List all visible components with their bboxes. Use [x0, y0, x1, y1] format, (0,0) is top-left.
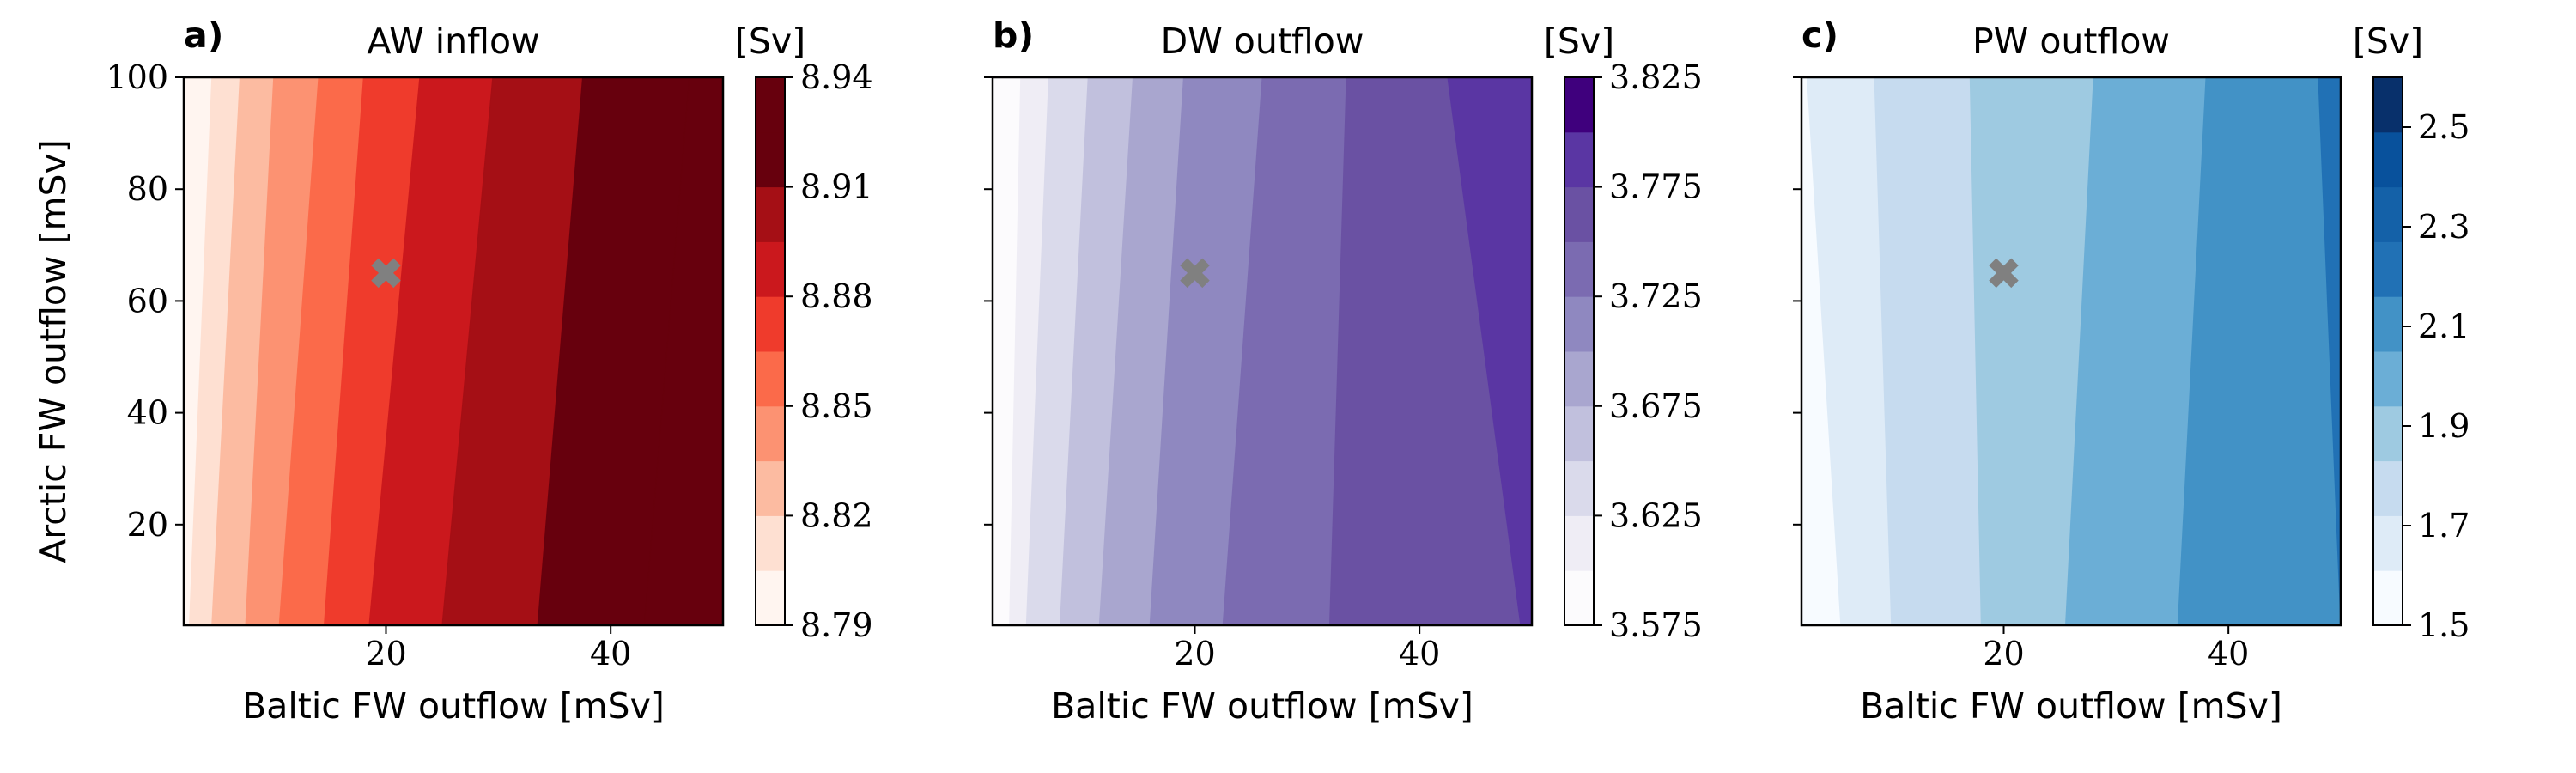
colorbar-segment	[1564, 296, 1594, 352]
colorbar-segment	[2373, 186, 2403, 242]
colorbar-segment	[2373, 131, 2403, 188]
colorbar-segment	[1564, 241, 1594, 297]
colorbar-segment	[2373, 515, 2403, 571]
panel-3: 20 40 Baltic FW outflow [mSv] PW outflow c) 1…	[1793, 15, 2470, 727]
colorbar-unit: [Sv]	[1544, 21, 1614, 62]
colorbar-segment	[756, 460, 785, 516]
colorbar-segment	[756, 296, 785, 352]
panel-2: 20 40 Baltic FW outflow [mSv] DW outflow b) 3…	[984, 15, 1703, 727]
colorbar-segment	[756, 241, 785, 297]
contour-bands	[183, 76, 724, 626]
colorbar-segment	[756, 351, 785, 407]
plot-frame	[1800, 76, 2342, 627]
x-tick-label: 40	[1399, 635, 1440, 673]
colorbar-tick-label: 2.1	[2418, 307, 2470, 345]
colorbar-segment	[1564, 131, 1594, 188]
colorbar-segment	[1564, 77, 1594, 133]
marker-stroke	[1180, 258, 1210, 289]
colorbar-segment	[2373, 460, 2403, 516]
y-tick-label: 20	[127, 506, 168, 544]
colorbar-segment	[756, 77, 785, 133]
colorbar-segment	[1564, 460, 1594, 516]
colorbar-frame	[755, 76, 786, 626]
panel-title: AW inflow	[367, 21, 539, 62]
panel-label: b)	[993, 15, 1034, 56]
panel-title: DW outflow	[1161, 21, 1364, 62]
y-tick-label: 60	[127, 282, 168, 320]
colorbar-tick-label: 3.575	[1609, 606, 1703, 644]
panel-label: c)	[1801, 15, 1838, 56]
x-axis-label: Baltic FW outflow [mSv]	[242, 685, 665, 727]
colorbar-tick-label: 2.3	[2418, 208, 2470, 246]
x-tick-label: 40	[590, 635, 631, 673]
colorbar-tick-label: 8.79	[800, 606, 873, 644]
colorbar-tick-label: 8.91	[800, 168, 873, 206]
contour-bands	[1801, 76, 2342, 626]
colorbar-tick-label: 1.5	[2418, 606, 2470, 644]
colorbar-segment	[2373, 405, 2403, 462]
colorbar-segment	[2373, 570, 2403, 626]
colorbar-segment	[2373, 351, 2403, 407]
colorbar-segment	[1564, 570, 1594, 626]
x-tick-label: 20	[365, 635, 406, 673]
colorbar-segment	[1564, 351, 1594, 407]
colorbar-segment	[2373, 241, 2403, 297]
marker-stroke	[371, 258, 401, 289]
plot-frame	[182, 76, 725, 627]
x-axis-label: Baltic FW outflow [mSv]	[1051, 685, 1473, 727]
x-tick-label: 40	[2208, 635, 2249, 673]
colorbar: 3.575 3.625 3.675 3.725 3.775 3.825[Sv]	[1544, 21, 1703, 644]
panel-1: 20 40 20 40 60 80 100 Baltic FW outflow [mSv] Ar…	[33, 15, 873, 727]
y-axis-label: Arctic FW outflow [mSv]	[33, 139, 74, 563]
colorbar-segment	[1564, 186, 1594, 242]
contour-band	[2177, 76, 2342, 626]
panel-title: PW outflow	[1972, 21, 2170, 62]
colorbar-tick-label: 8.85	[800, 387, 873, 425]
contour-bands	[992, 76, 1533, 626]
colorbar-tick-label: 1.9	[2418, 407, 2470, 445]
colorbar-segment	[756, 515, 785, 571]
colorbar-frame	[2372, 76, 2403, 626]
y-tick-label: 40	[127, 394, 168, 432]
colorbar-tick-label: 3.625	[1609, 496, 1703, 534]
colorbar-segment	[2373, 77, 2403, 133]
x-tick-label: 20	[1174, 635, 1215, 673]
colorbar-unit: [Sv]	[735, 21, 805, 62]
colorbar-segment	[2373, 296, 2403, 352]
reference-marker	[1180, 258, 1210, 289]
colorbar-tick-label: 1.7	[2418, 507, 2470, 545]
colorbar-segment	[756, 405, 785, 462]
colorbar-segment	[1564, 405, 1594, 462]
x-tick-label: 20	[1983, 635, 2024, 673]
reference-marker	[371, 258, 401, 289]
colorbar-tick-label: 8.88	[800, 277, 873, 315]
colorbar-segment	[756, 186, 785, 242]
colorbar: 1.5 1.7 1.9 2.1 2.3 2.5 [Sv]	[2353, 21, 2470, 644]
colorbar-segment	[1564, 515, 1594, 571]
colorbar: 8.79 8.82 8.85 8.88 8.91 8.94[Sv]	[735, 21, 873, 644]
colorbar-frame	[1564, 76, 1595, 626]
colorbar-tick-label: 8.82	[800, 496, 873, 534]
plot-frame	[991, 76, 1534, 627]
colorbar-segment	[756, 570, 785, 626]
y-tick-label: 80	[127, 170, 168, 208]
y-tick-label: 100	[106, 58, 168, 96]
colorbar-segment	[756, 131, 785, 188]
colorbar-unit: [Sv]	[2353, 21, 2423, 62]
colorbar-tick-label: 3.825	[1609, 58, 1703, 96]
colorbar-tick-label: 2.5	[2418, 108, 2470, 146]
colorbar-tick-label: 8.94	[800, 58, 873, 96]
marker-stroke	[1989, 258, 2019, 289]
colorbar-tick-label: 3.675	[1609, 387, 1703, 425]
colorbar-tick-label: 3.725	[1609, 277, 1703, 315]
x-axis-label: Baltic FW outflow [mSv]	[1860, 685, 2282, 727]
contour-band	[1874, 76, 1982, 626]
colorbar-tick-label: 3.775	[1609, 168, 1703, 206]
reference-marker	[1989, 258, 2019, 289]
panel-label: a)	[184, 15, 223, 56]
